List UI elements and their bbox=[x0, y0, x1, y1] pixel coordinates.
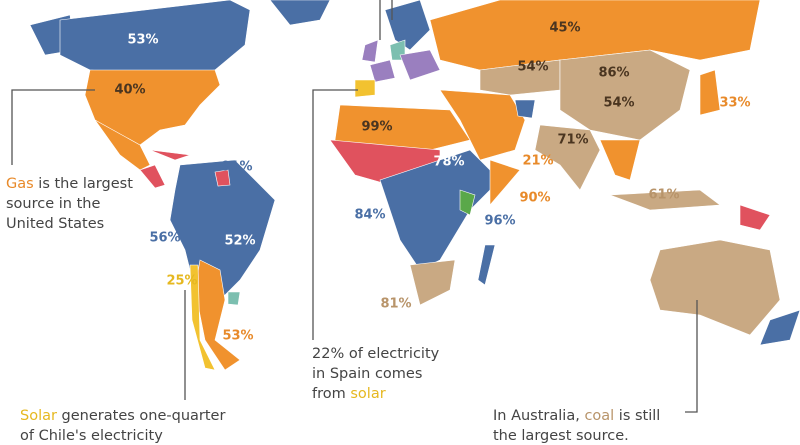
russia bbox=[429, 0, 761, 71]
usa bbox=[84, 69, 221, 146]
share-label: 53% bbox=[222, 329, 253, 344]
madagascar bbox=[477, 244, 496, 286]
papua-new-guinea bbox=[739, 204, 771, 231]
callout-line bbox=[312, 89, 358, 340]
middle-east bbox=[439, 89, 526, 161]
japan bbox=[699, 69, 721, 116]
share-label: 33% bbox=[719, 96, 750, 111]
share-label: 54% bbox=[603, 96, 634, 111]
share-label: 54% bbox=[517, 60, 548, 75]
india bbox=[534, 124, 601, 191]
callout-line bbox=[11, 89, 95, 165]
greenland bbox=[269, 0, 331, 26]
annotation-text: solar bbox=[350, 386, 385, 402]
uruguay bbox=[227, 291, 241, 306]
chile bbox=[189, 264, 216, 371]
eastern-europe bbox=[399, 49, 441, 81]
share-label: 40% bbox=[114, 83, 145, 98]
kenya bbox=[459, 189, 476, 216]
share-label: 99% bbox=[361, 120, 392, 135]
share-label: 61% bbox=[648, 188, 679, 203]
share-label: 21% bbox=[522, 154, 553, 169]
share-label: 84% bbox=[354, 208, 385, 223]
callouts bbox=[11, 0, 698, 413]
central-america bbox=[139, 164, 166, 189]
somalia bbox=[489, 159, 521, 206]
central-asia bbox=[479, 59, 561, 96]
annotation-text: Gas bbox=[6, 176, 34, 192]
southeast-asia bbox=[599, 139, 641, 181]
guyana bbox=[214, 169, 231, 187]
share-label: 81% bbox=[380, 297, 411, 312]
annotation: Gas is the largest source in the United St… bbox=[6, 176, 133, 232]
britain bbox=[361, 39, 379, 63]
central-africa bbox=[379, 149, 501, 271]
spain bbox=[354, 79, 376, 98]
scandinavia bbox=[384, 0, 431, 51]
annotation-text: of Chile's electricity bbox=[20, 428, 163, 444]
indonesia bbox=[609, 189, 721, 211]
annotation-text: 22% of electricity bbox=[312, 346, 440, 362]
annotation: 22% of electricity in Spain comes from sol… bbox=[312, 346, 440, 402]
cuba bbox=[149, 149, 191, 161]
share-label: 71% bbox=[557, 133, 588, 148]
annotation-text: Solar bbox=[20, 408, 57, 424]
annotation-text: source in the bbox=[6, 196, 100, 212]
mexico bbox=[94, 119, 151, 171]
france bbox=[369, 59, 396, 83]
annotation-text: United States bbox=[6, 216, 104, 232]
share-label: 25% bbox=[166, 274, 197, 289]
share-label: 56% bbox=[149, 231, 180, 246]
share-label: 45% bbox=[549, 21, 580, 36]
annotation-text: coal bbox=[584, 408, 614, 424]
annotation-text: generates one-quarter bbox=[57, 408, 226, 424]
australia bbox=[649, 239, 781, 336]
callout-line bbox=[685, 300, 698, 413]
annotations: Gas is the largest source in the United St… bbox=[6, 176, 660, 444]
share-label: 52% bbox=[224, 234, 255, 249]
southern-africa bbox=[409, 259, 456, 306]
annotation-text: is still bbox=[614, 408, 660, 424]
countries bbox=[29, 0, 800, 371]
share-label: 86% bbox=[598, 66, 629, 81]
share-label: 90% bbox=[519, 191, 550, 206]
annotation: Solar generates one-quarter of Chile's el… bbox=[20, 408, 225, 444]
annotation-text: from bbox=[312, 386, 350, 402]
share-label: 96% bbox=[484, 214, 515, 229]
map-labels: 53% 40% 45% 54% 86% 54% 33% 99% 21% 71% 90% 78% 91% 6… bbox=[114, 21, 750, 344]
annotation-text: is the largest bbox=[34, 176, 134, 192]
annotation-text: in Spain comes bbox=[312, 366, 422, 382]
annotation-text: the largest source. bbox=[493, 428, 629, 444]
afghanistan bbox=[514, 99, 536, 119]
new-zealand bbox=[759, 309, 800, 346]
annotation-text: In Australia, bbox=[493, 408, 584, 424]
annotation: In Australia, coal is still the largest s… bbox=[493, 408, 660, 444]
share-label: 91% bbox=[221, 160, 252, 175]
share-label: 53% bbox=[127, 33, 158, 48]
share-label: 78% bbox=[433, 155, 464, 170]
